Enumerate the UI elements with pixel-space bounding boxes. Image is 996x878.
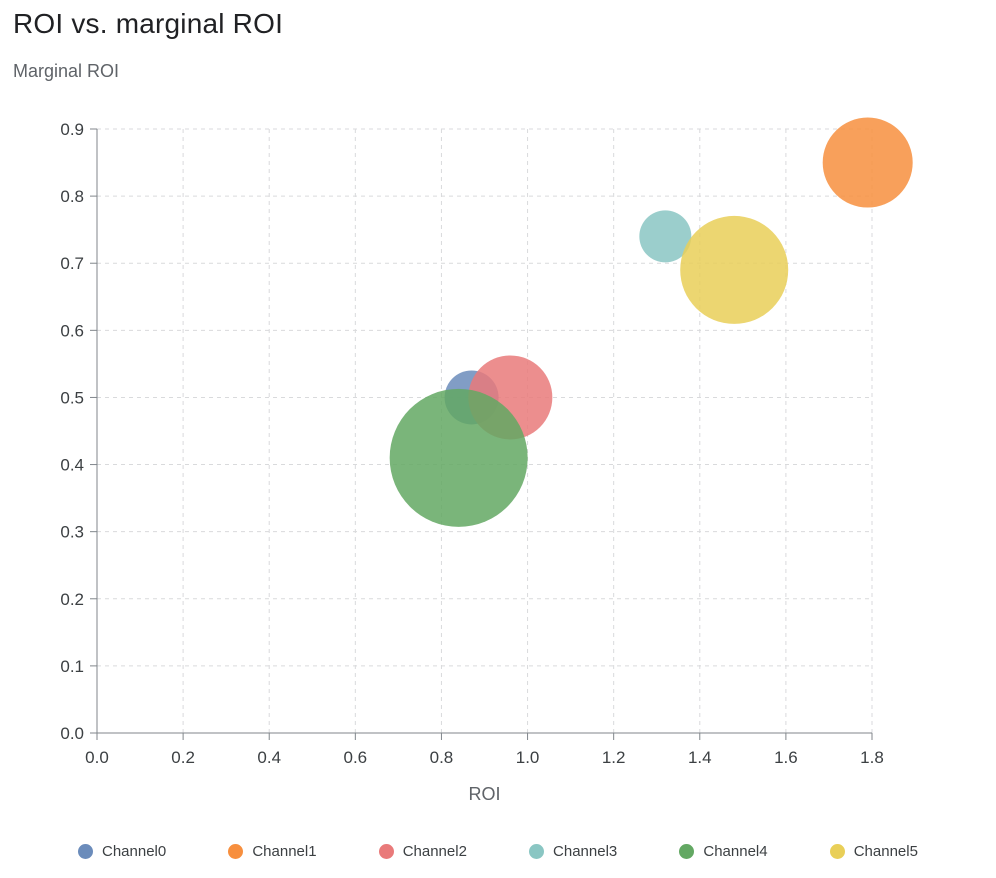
x-tick-label: 1.4	[688, 748, 712, 767]
legend-label: Channel0	[102, 843, 167, 860]
legend-label: Channel3	[553, 843, 618, 860]
y-tick-label: 0.1	[60, 657, 84, 676]
x-tick-label: 0.6	[344, 748, 368, 767]
legend-item-channel2[interactable]: Channel2	[378, 843, 467, 860]
legend-item-channel1[interactable]: Channel1	[228, 843, 317, 860]
x-tick-label: 1.6	[774, 748, 798, 767]
y-tick-label: 0.7	[60, 254, 84, 273]
legend-item-channel4[interactable]: Channel4	[679, 843, 768, 860]
legend-marker-channel1	[228, 844, 244, 859]
legend-item-channel5[interactable]: Channel5	[829, 843, 918, 860]
y-tick-label: 0.2	[60, 590, 84, 609]
y-tick-label: 0.9	[60, 120, 84, 139]
y-tick-label: 0.0	[60, 724, 84, 743]
x-axis-title: ROI	[468, 784, 500, 804]
legend-marker-channel0	[78, 844, 93, 859]
legend-marker-channel2	[378, 844, 394, 859]
x-tick-label: 0.8	[430, 748, 454, 767]
y-tick-label: 0.8	[60, 187, 84, 206]
legend-label: Channel5	[853, 843, 918, 860]
y-tick-label: 0.3	[60, 523, 84, 542]
bubble-channel4[interactable]	[389, 388, 528, 527]
bubble-chart: 0.0 0.2 0.4 0.6 0.8 1.0 1.2 1.4 1.6 1.8 0.0 0.1 0.2 0…	[60, 117, 913, 804]
x-tick-label: 0.0	[85, 748, 109, 767]
y-tick-label: 0.5	[60, 388, 84, 407]
y-tick-label: 0.4	[60, 456, 84, 475]
y-tick-label: 0.6	[60, 321, 84, 340]
bubble-channel5[interactable]	[680, 215, 789, 324]
legend-label: Channel2	[402, 843, 467, 860]
x-tick-label: 0.4	[257, 748, 281, 767]
bubble-channel1[interactable]	[822, 117, 913, 208]
legend-marker-channel3	[529, 844, 545, 859]
bubble-channel3[interactable]	[639, 210, 692, 263]
legend-marker-channel4	[679, 844, 695, 859]
x-tick-label: 1.0	[516, 748, 540, 767]
legend-item-channel3[interactable]: Channel3	[529, 843, 617, 860]
x-tick-label: 1.8	[860, 748, 884, 767]
chart-title: ROI vs. marginal ROI	[13, 8, 284, 39]
x-tick-label: 1.2	[602, 748, 626, 767]
legend-label: Channel1	[252, 843, 317, 860]
legend-item-channel0[interactable]: Channel0	[78, 843, 166, 860]
legend: Channel0 Channel1 Channel2 Channel3 Channel4…	[0, 843, 996, 860]
y-axis-title: Marginal ROI	[13, 61, 120, 81]
legend-label: Channel4	[703, 843, 768, 860]
x-tick-label: 0.2	[171, 748, 195, 767]
legend-marker-channel5	[829, 844, 845, 859]
